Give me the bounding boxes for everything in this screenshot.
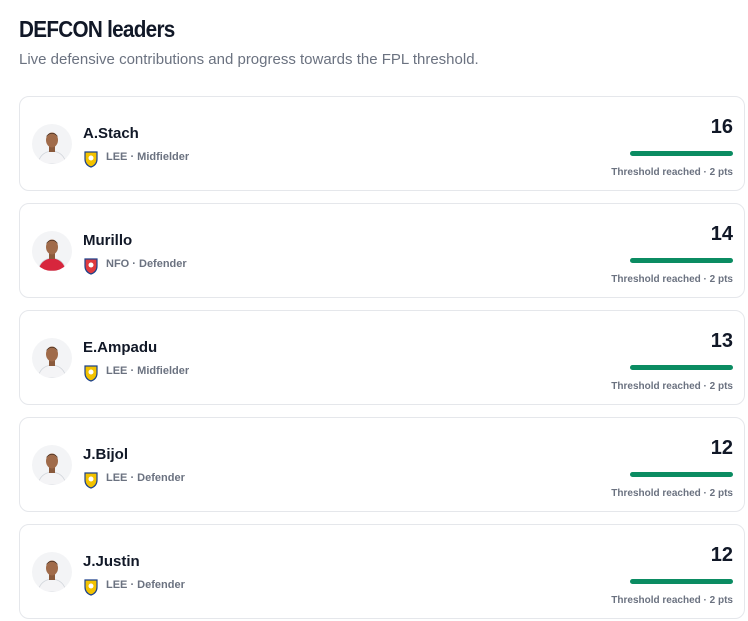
defcon-value: 16 — [710, 116, 733, 138]
threshold-status: Threshold reached · 2 pts — [611, 167, 733, 178]
player-meta: NFO · Defender — [106, 258, 187, 270]
threshold-status: Threshold reached · 2 pts — [611, 274, 733, 285]
team-badge — [83, 257, 99, 280]
player-name: J.Justin — [83, 553, 140, 570]
player-card[interactable]: Murillo NFO · Defender 14 Threshold reached… — [19, 203, 745, 298]
player-avatar — [32, 338, 72, 383]
page-subtitle: Live defensive contributions and progres… — [19, 51, 479, 68]
defcon-value: 12 — [710, 437, 733, 459]
player-card[interactable]: J.Bijol LEE · Defender 12 Threshold reached… — [19, 417, 745, 512]
defcon-value: 14 — [710, 223, 733, 245]
player-name: A.Stach — [83, 125, 139, 142]
team-badge — [83, 578, 99, 601]
player-avatar — [32, 445, 72, 490]
player-meta: LEE · Defender — [106, 472, 185, 484]
defcon-value: 12 — [710, 544, 733, 566]
player-meta: LEE · Midfielder — [106, 365, 190, 377]
player-meta: LEE · Midfielder — [106, 151, 190, 163]
threshold-status: Threshold reached · 2 pts — [611, 381, 733, 392]
player-card[interactable]: E.Ampadu LEE · Midfielder 13 Threshold reac… — [19, 310, 745, 405]
progress-bar — [630, 151, 733, 156]
threshold-status: Threshold reached · 2 pts — [611, 488, 733, 499]
threshold-status: Threshold reached · 2 pts — [611, 595, 733, 606]
progress-bar — [630, 579, 733, 584]
player-name: J.Bijol — [83, 446, 129, 463]
team-badge — [83, 364, 99, 387]
team-badge — [83, 150, 99, 173]
player-card[interactable]: A.Stach LEE · Midfielder 16 Threshold reach… — [19, 96, 745, 191]
player-avatar — [32, 231, 72, 276]
progress-bar — [630, 365, 733, 370]
player-meta: LEE · Defender — [106, 579, 185, 591]
progress-bar — [630, 258, 733, 263]
player-avatar — [32, 124, 72, 169]
progress-bar — [630, 472, 733, 477]
player-name: E.Ampadu — [83, 339, 158, 356]
team-badge — [83, 471, 99, 494]
player-name: Murillo — [83, 232, 133, 249]
page-title: DEFCON leaders — [19, 16, 175, 42]
defcon-value: 13 — [710, 330, 733, 352]
player-avatar — [32, 552, 72, 597]
player-card[interactable]: J.Justin LEE · Defender 12 Threshold reache… — [19, 524, 745, 619]
